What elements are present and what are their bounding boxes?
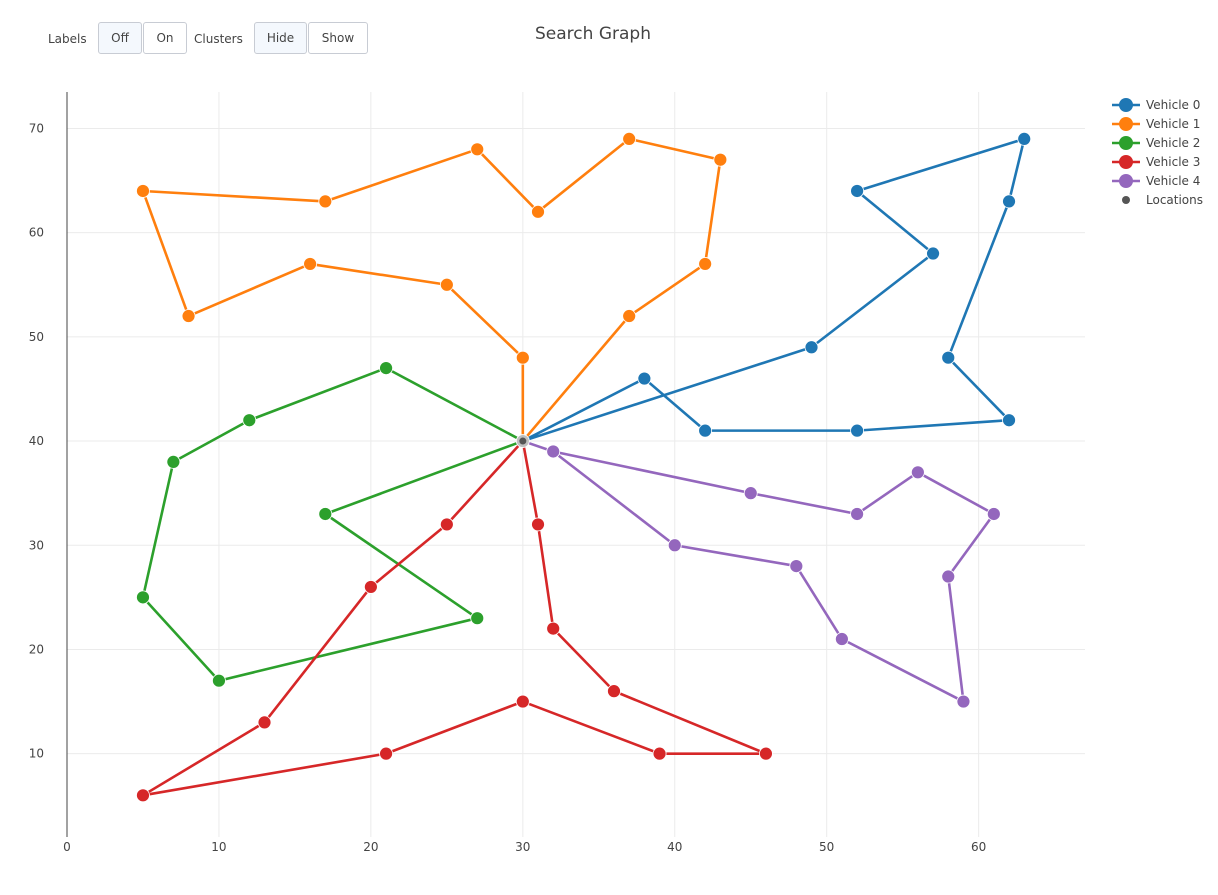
y-tick-label: 70 [29, 121, 44, 135]
stop-marker-vehicle-4 [910, 465, 925, 480]
stop-marker-vehicle-2 [379, 361, 393, 376]
chart-controls: Labels Off On Clusters Hide Show [0, 0, 420, 70]
route-line-vehicle-4 [522, 439, 996, 703]
stop-marker-vehicle-2 [166, 454, 181, 469]
stop-marker-vehicle-1 [515, 350, 530, 365]
legend-marker-vehicle-2 [1119, 136, 1133, 150]
legend-label-vehicle-1: Vehicle 1 [1146, 117, 1200, 131]
stop-marker-vehicle-4 [667, 538, 682, 553]
legend-label-vehicle-0: Vehicle 0 [1146, 98, 1200, 112]
stop-marker-vehicle-1 [470, 142, 485, 157]
stop-marker-vehicle-0 [1002, 413, 1016, 428]
legend-marker-vehicle-4 [1119, 174, 1133, 188]
stop-marker-vehicle-4 [743, 486, 758, 501]
labels-off-button[interactable]: Off [98, 22, 142, 54]
stop-marker-vehicle-1 [303, 257, 318, 271]
stop-marker-vehicle-0 [850, 184, 864, 198]
legend-label-locations: Locations [1146, 193, 1203, 207]
stop-marker-vehicle-4 [789, 559, 804, 573]
stop-marker-vehicle-1 [531, 204, 545, 219]
legend-marker-vehicle-3 [1119, 155, 1133, 169]
stop-marker-vehicle-0 [698, 423, 713, 438]
stop-marker-vehicle-2 [242, 413, 257, 428]
labels-toggle-label: Labels [48, 32, 87, 46]
stop-marker-vehicle-0 [1017, 131, 1032, 146]
route-line-vehicle-3 [141, 440, 768, 797]
stop-marker-vehicle-1 [622, 131, 637, 146]
legend-marker-vehicle-1 [1119, 117, 1133, 131]
stop-marker-vehicle-1 [622, 309, 637, 323]
route-line-vehicle-0 [522, 137, 1026, 443]
clusters-show-button[interactable]: Show [308, 22, 368, 54]
stop-marker-vehicle-4 [850, 507, 864, 521]
stop-marker-vehicle-3 [363, 580, 378, 594]
stop-marker-vehicle-3 [652, 746, 667, 761]
stop-marker-vehicle-0 [1002, 194, 1016, 209]
chart-title: Search Graph [535, 24, 651, 44]
stop-marker-vehicle-0 [926, 246, 940, 261]
y-tick-label: 60 [29, 226, 44, 240]
stop-marker-vehicle-1 [439, 277, 454, 292]
stop-marker-vehicle-2 [212, 673, 226, 688]
stop-marker-vehicle-2 [136, 590, 150, 605]
x-tick-label: 50 [819, 840, 834, 854]
stop-marker-vehicle-1 [136, 184, 150, 198]
stop-marker-vehicle-3 [379, 746, 393, 761]
y-tick-label: 30 [29, 538, 44, 552]
stop-marker-vehicle-4 [941, 569, 956, 584]
stop-marker-vehicle-1 [181, 309, 196, 323]
stop-marker-vehicle-2 [470, 611, 485, 626]
stop-marker-vehicle-0 [637, 371, 652, 386]
stop-marker-vehicle-1 [698, 257, 713, 271]
stop-marker-vehicle-0 [941, 350, 956, 365]
y-tick-label: 10 [29, 747, 44, 761]
stop-marker-vehicle-3 [439, 517, 454, 532]
legend-label-vehicle-3: Vehicle 3 [1146, 155, 1200, 169]
y-tick-label: 40 [29, 434, 44, 448]
legend-label-vehicle-2: Vehicle 2 [1146, 136, 1200, 150]
x-tick-label: 0 [63, 840, 71, 854]
legend-marker-locations [1122, 196, 1130, 204]
x-tick-label: 40 [667, 840, 682, 854]
x-tick-label: 30 [515, 840, 530, 854]
stop-marker-vehicle-4 [834, 632, 849, 646]
x-tick-label: 60 [971, 840, 986, 854]
stop-marker-vehicle-3 [515, 694, 530, 709]
x-tick-label: 20 [363, 840, 378, 854]
stop-marker-vehicle-4 [546, 444, 561, 459]
stop-marker-vehicle-1 [713, 152, 728, 167]
stop-marker-vehicle-3 [546, 621, 561, 636]
stop-marker-vehicle-3 [531, 517, 545, 532]
stop-marker-vehicle-4 [956, 694, 971, 709]
route-line-vehicle-1 [141, 137, 722, 442]
stop-marker-vehicle-3 [136, 788, 150, 803]
stop-marker-vehicle-3 [607, 684, 621, 699]
stop-marker-vehicle-2 [318, 507, 333, 521]
legend-label-vehicle-4: Vehicle 4 [1146, 174, 1200, 188]
location-marker [519, 437, 527, 445]
labels-on-button[interactable]: On [143, 22, 187, 54]
stop-marker-vehicle-1 [318, 194, 333, 209]
x-tick-label: 10 [211, 840, 226, 854]
clusters-toggle-label: Clusters [194, 32, 243, 46]
stop-marker-vehicle-0 [850, 423, 864, 438]
clusters-hide-button[interactable]: Hide [254, 22, 307, 54]
legend-marker-vehicle-0 [1119, 98, 1133, 112]
stop-marker-vehicle-3 [257, 715, 272, 730]
y-tick-label: 50 [29, 330, 44, 344]
stop-marker-vehicle-3 [759, 746, 773, 761]
stop-marker-vehicle-4 [986, 507, 1001, 521]
stop-marker-vehicle-0 [804, 340, 819, 355]
y-tick-label: 20 [29, 642, 44, 656]
